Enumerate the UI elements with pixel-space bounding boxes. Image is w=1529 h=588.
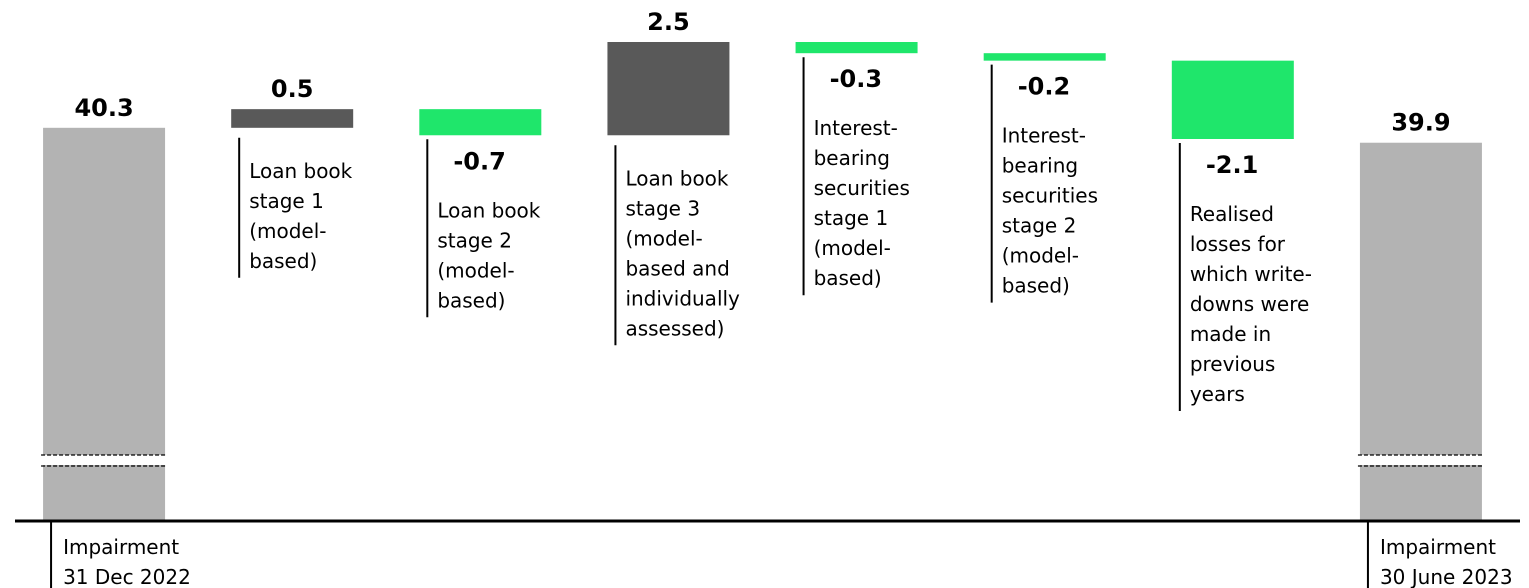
category-label: previous	[1190, 352, 1276, 376]
axis-break-gap	[41, 455, 168, 465]
category-label: based)	[814, 266, 882, 290]
axis-break-gap	[1357, 455, 1484, 465]
category-label: 31 Dec 2022	[63, 565, 191, 588]
decrease-bar	[983, 53, 1106, 61]
category-label: (model-	[625, 226, 702, 250]
decrease-bar	[795, 42, 918, 54]
category-label: Realised	[1190, 202, 1274, 226]
category-label: based)	[437, 288, 505, 312]
category-label: downs were	[1190, 292, 1310, 316]
category-label: 30 June 2023	[1380, 565, 1513, 588]
category-label: stage 3	[625, 196, 700, 220]
decrease-bar	[1171, 60, 1294, 139]
decrease-bar	[419, 109, 542, 136]
category-label: individually	[625, 286, 740, 310]
category-label: stage 2	[1002, 214, 1077, 238]
category-label: stage 2	[437, 228, 512, 252]
increase-bar	[231, 109, 354, 128]
category-label: (model-	[1002, 244, 1079, 268]
value-label: -0.3	[830, 65, 882, 93]
category-label: Loan book	[625, 166, 728, 190]
increase-bar	[607, 42, 730, 136]
category-label: Impairment	[63, 535, 179, 559]
value-label: -2.1	[1206, 151, 1258, 179]
value-label: -0.7	[453, 147, 505, 175]
category-label: losses for	[1190, 232, 1286, 256]
value-label: 39.9	[1391, 109, 1450, 137]
category-label: (model-	[437, 258, 514, 282]
category-label: based)	[249, 249, 317, 273]
value-label: -0.2	[1018, 73, 1070, 101]
category-label: Interest-	[814, 116, 898, 140]
category-label: years	[1190, 382, 1245, 406]
category-label: based)	[1002, 274, 1070, 298]
category-label: Loan book	[437, 198, 540, 222]
category-label: (model-	[814, 236, 891, 260]
category-label: stage 1	[814, 206, 889, 230]
value-label: 40.3	[74, 94, 133, 122]
value-label: 0.5	[271, 75, 314, 103]
category-label: Impairment	[1380, 535, 1496, 559]
category-label: securities	[814, 176, 910, 200]
category-label: Loan book	[249, 159, 352, 183]
category-label: stage 1	[249, 189, 324, 213]
category-label: which write-	[1190, 262, 1312, 286]
category-label: made in	[1190, 322, 1271, 346]
value-label: 2.5	[647, 8, 690, 36]
category-label: bearing	[814, 146, 890, 170]
category-label: based and	[625, 256, 729, 280]
category-label: securities	[1002, 184, 1098, 208]
category-label: Interest-	[1002, 124, 1086, 148]
category-label: assessed)	[625, 316, 724, 340]
category-label: bearing	[1002, 154, 1078, 178]
category-label: (model-	[249, 219, 326, 243]
